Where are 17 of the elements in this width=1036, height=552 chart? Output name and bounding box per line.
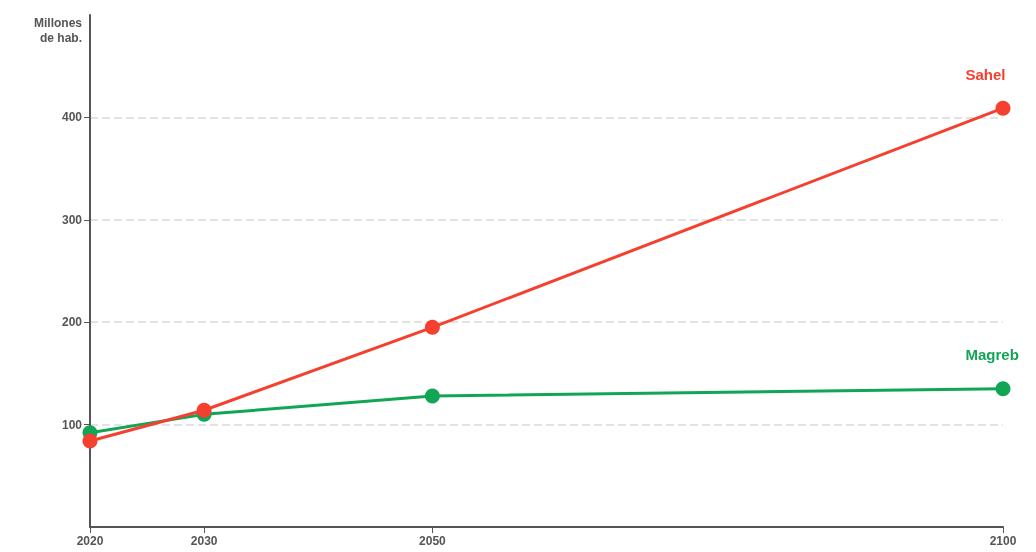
x-tick-label: 2050 bbox=[419, 534, 447, 548]
y-tick-label: 100 bbox=[61, 417, 83, 432]
point bbox=[82, 433, 98, 449]
y-tick-label: 200 bbox=[61, 315, 83, 330]
x-tick-label: 2100 bbox=[989, 534, 1017, 548]
point bbox=[196, 402, 212, 418]
point bbox=[995, 381, 1011, 397]
y-tick-label: 300 bbox=[61, 212, 83, 227]
y-tick-label: 400 bbox=[61, 110, 83, 125]
x-tick-label: 2030 bbox=[190, 534, 218, 548]
point bbox=[424, 388, 440, 404]
point bbox=[424, 319, 440, 335]
point bbox=[995, 100, 1011, 116]
series-label: Magreb bbox=[965, 346, 1019, 364]
x-tick-label: 2020 bbox=[76, 534, 104, 548]
y-axis-title: Millones de hab. bbox=[33, 15, 83, 45]
series-label: Sahel bbox=[965, 65, 1006, 83]
